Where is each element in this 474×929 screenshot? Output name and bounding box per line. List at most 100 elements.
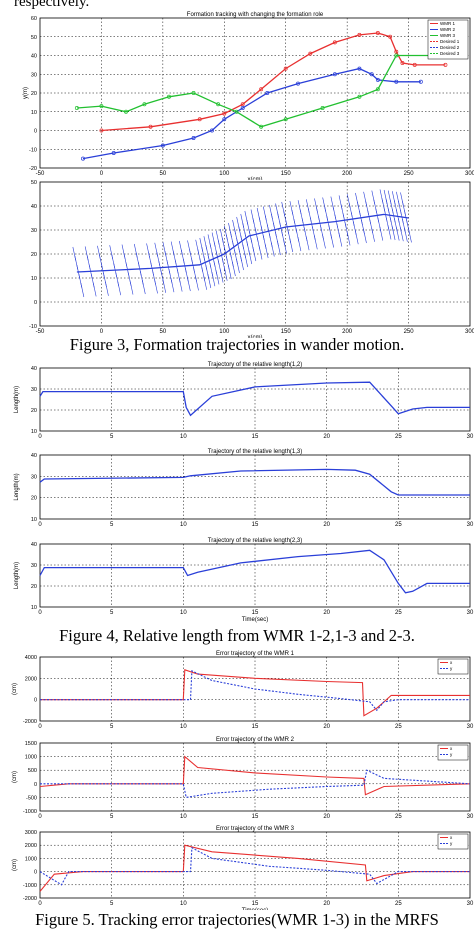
data-point bbox=[357, 32, 362, 37]
relative-length-23-plot: Trajectory of the relative length(2,3) 0 5… bbox=[14, 538, 474, 623]
legend-entry: WMR 3 bbox=[440, 33, 455, 38]
series-line bbox=[39, 846, 470, 886]
x-tick-label: 5 bbox=[110, 434, 114, 440]
chart-title: Trajectory of the relative length(1,3) bbox=[208, 449, 303, 455]
y-axis-label: Length(m) bbox=[14, 473, 20, 500]
x-tick-label: 150 bbox=[281, 171, 292, 177]
y-tick-label: 500 bbox=[28, 768, 37, 774]
x-tick-label: 20 bbox=[323, 610, 330, 616]
direction-arrow bbox=[178, 277, 183, 292]
x-tick-label: 10 bbox=[180, 814, 187, 820]
series-line bbox=[39, 381, 470, 417]
direction-arrow bbox=[117, 281, 122, 296]
legend-entry: Desired 1 bbox=[440, 39, 460, 44]
direction-arrow bbox=[232, 261, 236, 277]
direction-arrow bbox=[379, 226, 384, 241]
direction-arrow bbox=[330, 233, 334, 248]
series-line bbox=[40, 670, 470, 712]
direction-arrow bbox=[240, 255, 244, 271]
x-tick-label: 30 bbox=[467, 814, 474, 820]
data-point bbox=[124, 109, 128, 114]
x-tick-label: 250 bbox=[404, 329, 415, 335]
legend-entry: WMR 1 bbox=[440, 21, 455, 26]
direction-arrow bbox=[283, 239, 287, 254]
series-line bbox=[39, 468, 470, 496]
direction-arrow bbox=[207, 273, 212, 289]
legend-box bbox=[437, 658, 469, 675]
x-tick-label: 10 bbox=[180, 901, 187, 907]
data-point bbox=[283, 117, 288, 122]
y-tick-label: 30 bbox=[31, 474, 37, 480]
x-tick-label: 15 bbox=[252, 814, 259, 820]
x-tick-label: 0 bbox=[38, 814, 42, 820]
y-tick-label: 1500 bbox=[25, 741, 37, 747]
y-tick-label: 3000 bbox=[25, 830, 37, 836]
y-tick-label: -1000 bbox=[23, 883, 37, 889]
x-tick-label: 30 bbox=[467, 434, 474, 440]
data-point bbox=[160, 143, 165, 148]
x-axis-label: x(cm) bbox=[248, 335, 263, 338]
x-tick-label: 30 bbox=[467, 724, 474, 730]
data-point bbox=[443, 62, 448, 67]
legend-box bbox=[437, 744, 469, 761]
x-tick-label: 100 bbox=[219, 329, 230, 335]
x-tick-label: 0 bbox=[38, 901, 42, 907]
x-tick-label: 10 bbox=[180, 610, 187, 616]
data-point bbox=[375, 87, 380, 92]
y-tick-label: -2000 bbox=[23, 896, 37, 902]
y-tick-label: 10 bbox=[31, 517, 37, 523]
y-tick-label: 40 bbox=[31, 542, 37, 548]
data-point bbox=[332, 72, 337, 77]
y-tick-label: 40 bbox=[31, 453, 37, 459]
error-wmr2-plot: Error trajectory of the WMR 2 0 5 10 15 20 25 3… bbox=[12, 737, 474, 820]
error-wmr1-plot: Error trajectory of the WMR 1 0 5 10 15 20 25 3… bbox=[12, 651, 474, 730]
chart-title: Error trajectory of the WMR 3 bbox=[216, 826, 295, 832]
x-tick-label: 20 bbox=[323, 522, 330, 528]
y-axis-label: (cm) bbox=[12, 771, 18, 783]
legend-entry: WMR 2 bbox=[440, 27, 455, 32]
y-tick-label: 20 bbox=[31, 408, 37, 414]
x-tick-label: 10 bbox=[180, 434, 187, 440]
direction-arrow bbox=[346, 231, 351, 246]
data-point bbox=[283, 66, 288, 71]
data-point bbox=[357, 66, 362, 71]
data-point bbox=[296, 81, 300, 86]
data-point bbox=[197, 117, 202, 122]
x-tick-label: 100 bbox=[219, 171, 230, 177]
legend-entry: Desired 3 bbox=[440, 51, 460, 56]
data-point bbox=[388, 34, 393, 39]
x-tick-label: -50 bbox=[36, 329, 45, 335]
y-tick-label: 20 bbox=[31, 584, 37, 590]
data-point bbox=[375, 77, 380, 82]
figure4-caption: Figure 4, Relative length from WMR 1-2,1… bbox=[59, 626, 415, 645]
y-tick-label: 60 bbox=[31, 16, 37, 22]
direction-arrow bbox=[252, 246, 257, 262]
data-point bbox=[148, 124, 153, 129]
y-tick-label: 50 bbox=[31, 180, 37, 186]
y-tick-label: -1000 bbox=[23, 809, 37, 815]
figure5-caption: Figure 5. Tracking error trajectories(WM… bbox=[35, 910, 439, 929]
direction-arrow bbox=[105, 281, 109, 296]
data-point bbox=[308, 51, 313, 56]
direction-arrow bbox=[92, 282, 97, 297]
series-line bbox=[101, 32, 446, 132]
y-tick-label: -20 bbox=[29, 166, 37, 172]
direction-arrow bbox=[223, 266, 228, 281]
direction-arrow bbox=[338, 232, 343, 247]
direction-arrow bbox=[248, 249, 253, 265]
series-line bbox=[39, 549, 470, 594]
x-tick-label: 25 bbox=[395, 522, 402, 528]
x-tick-label: 300 bbox=[465, 329, 474, 335]
y-tick-label: 4000 bbox=[25, 655, 37, 661]
x-tick-label: 5 bbox=[110, 724, 114, 730]
data-point bbox=[99, 104, 104, 109]
y-tick-label: 10 bbox=[31, 605, 37, 611]
x-tick-label: 200 bbox=[342, 329, 353, 335]
direction-arrow bbox=[187, 276, 191, 292]
x-tick-label: 10 bbox=[180, 724, 187, 730]
x-tick-label: 50 bbox=[160, 171, 167, 177]
x-tick-label: 20 bbox=[323, 724, 330, 730]
y-axis-label: (cm) bbox=[12, 683, 18, 695]
data-point bbox=[265, 91, 270, 95]
